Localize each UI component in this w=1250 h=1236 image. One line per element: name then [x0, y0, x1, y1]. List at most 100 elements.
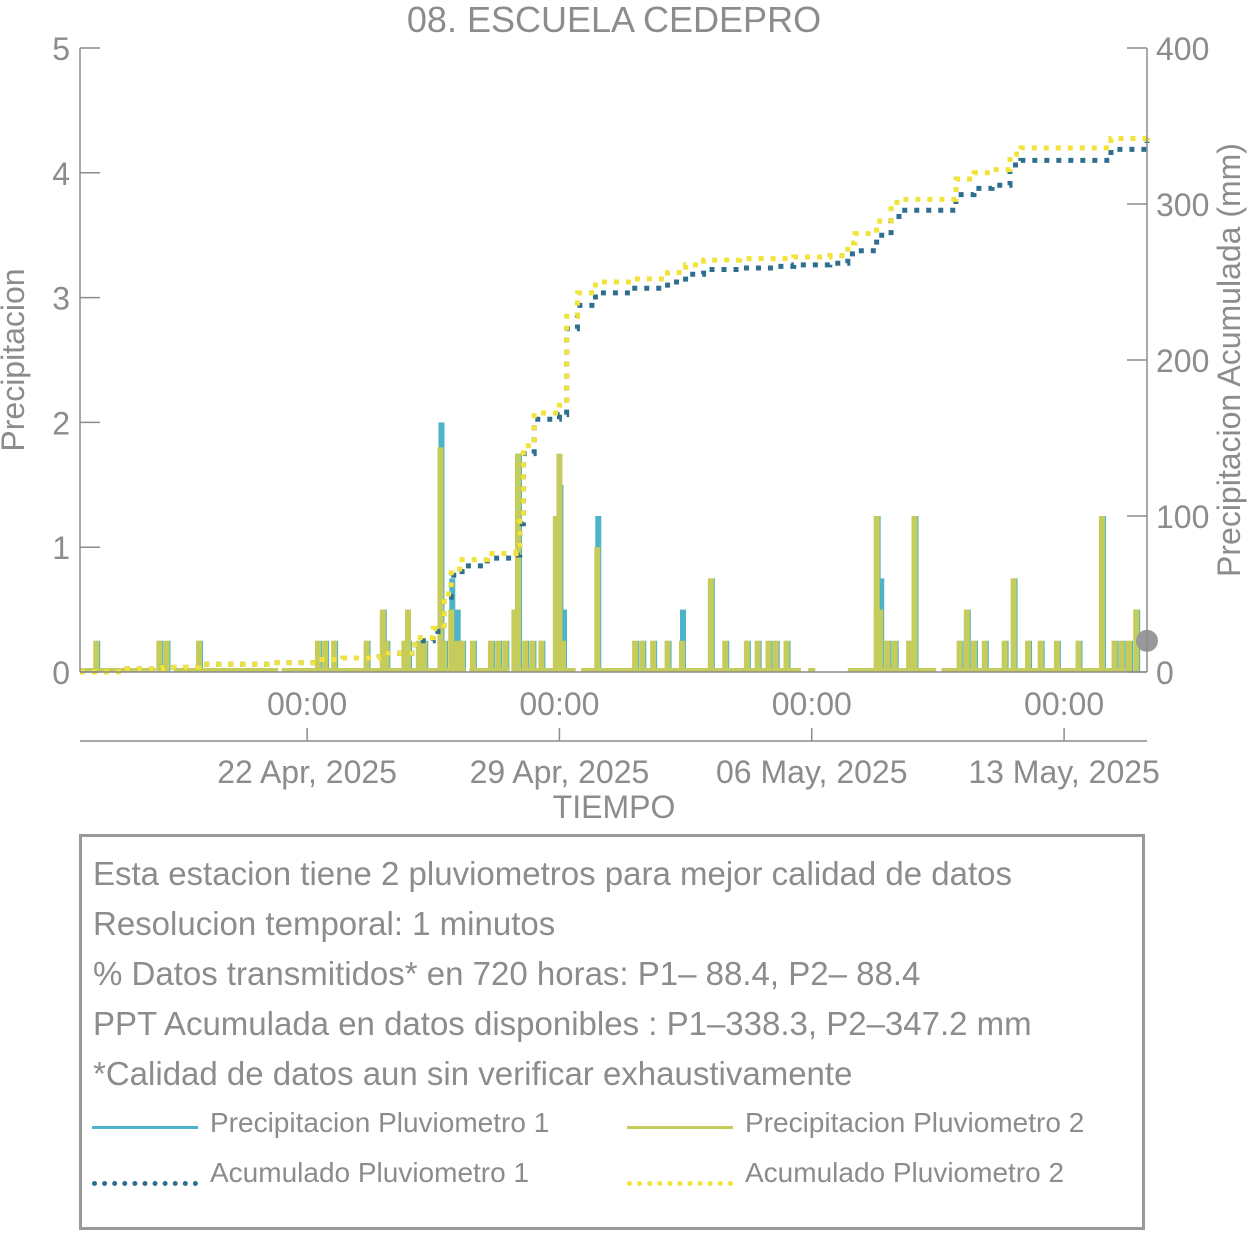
bar-p2 [437, 447, 444, 672]
y-left-tick-label: 2 [52, 405, 70, 441]
bar-p2 [1111, 640, 1118, 672]
bar-p2 [1118, 640, 1125, 672]
bar-p2 [511, 609, 518, 672]
bar-p2 [911, 516, 918, 672]
bar-p2 [765, 640, 772, 672]
y-right-tick-label: 400 [1156, 31, 1209, 67]
bar-p2 [970, 640, 977, 672]
x-tick-date-label: 13 May, 2025 [968, 754, 1160, 790]
bar-p2 [469, 640, 476, 672]
bar-p2 [1053, 640, 1060, 672]
bar-p2 [873, 516, 880, 672]
bar-p2 [415, 640, 422, 672]
bar-p2 [1010, 578, 1017, 672]
bar-p2 [522, 640, 529, 672]
bar-p2 [1125, 640, 1132, 672]
info-line-transmitted: % Datos transmitidos* en 720 horas: P1– … [93, 955, 921, 992]
bar-p2 [906, 640, 913, 672]
y-right-tick-label: 100 [1156, 499, 1209, 535]
bar-p2 [93, 640, 100, 672]
x-tick-time-label: 00:00 [1024, 686, 1104, 722]
bar-p2 [552, 516, 559, 672]
bar-p2 [538, 640, 545, 672]
x-tick-time-label: 00:00 [267, 686, 347, 722]
legend-item-p2: Precipitacion Pluviometro 2 [627, 1107, 1127, 1147]
legend-label-p1: Precipitacion Pluviometro 1 [210, 1107, 550, 1138]
precipitation-chart: 08. ESCUELA CEDEPRO 01234501002003004000… [0, 0, 1247, 825]
bar-p2 [678, 640, 685, 672]
bar-p2 [963, 609, 970, 672]
x-tick-time-label: 00:00 [519, 686, 599, 722]
y-right-tick-label: 300 [1156, 187, 1209, 223]
accumulated-line-2 [80, 130, 1150, 675]
legend-swatch-p1 [92, 1126, 198, 1129]
bar-p2 [405, 609, 412, 672]
bar-p2 [487, 640, 494, 672]
bar-p2 [722, 640, 729, 672]
x-tick-date-label: 29 Apr, 2025 [470, 754, 650, 790]
y-right-tick-label: 200 [1156, 343, 1209, 379]
bar-p2 [448, 609, 455, 672]
bar-p2 [772, 640, 779, 672]
y-left-tick-label: 1 [52, 530, 70, 566]
bar-p2 [459, 640, 466, 672]
x-axis-label: TIEMPO [553, 789, 676, 825]
bar-p2 [664, 640, 671, 672]
bar-p2 [1025, 640, 1032, 672]
y-axis-left-label: Precipitacion [0, 268, 31, 451]
bars-pluviometro-2 [93, 447, 1140, 672]
legend-item-acc1: Acumulado Pluviometro 1 [92, 1157, 592, 1197]
bar-p2 [441, 640, 448, 672]
bar-p2 [783, 640, 790, 672]
bars-pluviometro-1 [94, 422, 1141, 672]
bar-p2 [884, 640, 891, 672]
bar-p2 [743, 640, 750, 672]
bar-p2 [650, 640, 657, 672]
y-left-tick-label: 3 [52, 281, 70, 317]
bar-p2 [529, 640, 536, 672]
legend-label-acc2: Acumulado Pluviometro 2 [745, 1157, 1065, 1188]
y-left-tick-label: 4 [52, 156, 70, 192]
chart-axes: 0 1 2 3 4 5 0 100 200 300 400 00:00 22 Apr, 2025 00:0… [52, 31, 1209, 790]
bar-p2 [331, 640, 338, 672]
y-right-tick-label: 0 [1156, 655, 1174, 691]
bar-p2 [707, 578, 714, 672]
legend-label-p2: Precipitacion Pluviometro 2 [745, 1107, 1085, 1138]
bar-p2 [1037, 640, 1044, 672]
info-line-quality-note: *Calidad de datos aun sin verificar exha… [93, 1055, 853, 1092]
legend-item-acc2: Acumulado Pluviometro 2 [627, 1157, 1127, 1197]
bar-p2 [560, 640, 567, 672]
bar-p2 [514, 453, 521, 672]
legend-item-p1: Precipitacion Pluviometro 1 [92, 1107, 592, 1147]
y-axis-right-label: Precipitacion Acumulada (mm) [1211, 143, 1247, 577]
bar-p2 [379, 609, 386, 672]
bar-p2 [421, 640, 428, 672]
bar-p2 [632, 640, 639, 672]
bar-p2 [163, 640, 170, 672]
bar-p2 [877, 609, 884, 672]
info-line-resolution: Resolucion temporal: 1 minutos [93, 905, 556, 942]
bar-p2 [556, 453, 563, 672]
info-line-accumulated: PPT Acumulada en datos disponibles : P1–… [93, 1005, 1032, 1042]
bar-p2 [1001, 640, 1008, 672]
bar-p2 [594, 547, 601, 672]
bar-p2 [156, 640, 163, 672]
info-line-stations: Esta estacion tiene 2 pluviometros para … [93, 855, 1013, 892]
bar-p2 [401, 640, 408, 672]
bar-p2 [1098, 516, 1105, 672]
bar-p2 [195, 640, 202, 672]
y-left-tick-label: 0 [52, 655, 70, 691]
bar-p2 [891, 640, 898, 672]
bar-p2 [754, 640, 761, 672]
bar-p2 [981, 640, 988, 672]
bar-p2 [453, 640, 460, 672]
bar-p2 [956, 640, 963, 672]
bar-p2 [322, 640, 329, 672]
x-tick-time-label: 00:00 [772, 686, 852, 722]
bar-p2 [495, 640, 502, 672]
bar-p2 [1075, 640, 1082, 672]
accumulated-line-1 [80, 141, 1150, 675]
info-legend-box: Esta estacion tiene 2 pluviometros para … [79, 834, 1145, 1230]
x-tick-date-label: 22 Apr, 2025 [217, 754, 397, 790]
bar-p2 [314, 640, 321, 672]
